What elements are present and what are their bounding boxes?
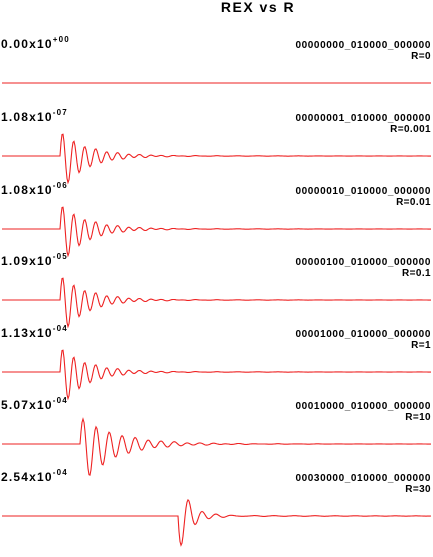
trace-code-label: 00001000_010000_000000 xyxy=(295,329,431,340)
trace-peak-label: 1.13x10-04 xyxy=(1,324,68,340)
trace-code-label: 00000010_010000_000000 xyxy=(295,186,431,197)
trace-r-label: R=0.1 xyxy=(402,268,431,279)
trace-peak-label: 0.00x10+00 xyxy=(1,35,70,51)
peak-mantissa: 5.07x10 xyxy=(1,398,53,412)
trace-r-label: R=0.01 xyxy=(396,197,431,208)
trace-line xyxy=(2,206,431,258)
peak-exponent: -06 xyxy=(53,181,68,190)
trace-code-label: 00010000_010000_000000 xyxy=(295,401,431,412)
peak-mantissa: 1.09x10 xyxy=(1,254,53,268)
peak-mantissa: 1.08x10 xyxy=(1,110,53,124)
trace-r-label: R=0 xyxy=(411,51,431,62)
trace-code-label: 00000100_010000_000000 xyxy=(295,257,431,268)
peak-mantissa: 2.54x10 xyxy=(1,470,53,484)
trace-r-label: R=1 xyxy=(411,340,431,351)
trace-peak-label: 1.09x10-05 xyxy=(1,252,68,268)
trace-line xyxy=(2,498,432,547)
peak-exponent: -07 xyxy=(53,108,68,117)
trace-peak-label: 5.07x10-04 xyxy=(1,396,68,412)
peak-exponent: -04 xyxy=(53,396,68,405)
trace-peak-label: 1.08x10-06 xyxy=(1,181,68,197)
trace-peak-label: 2.54x10-04 xyxy=(1,468,68,484)
trace-r-label: R=10 xyxy=(405,412,431,423)
peak-exponent: -05 xyxy=(53,252,68,261)
chart-title: REX vs R xyxy=(221,0,295,15)
trace-code-label: 00030000_010000_000000 xyxy=(295,473,431,484)
trace-line xyxy=(2,349,431,401)
peak-mantissa: 1.13x10 xyxy=(1,326,53,340)
trace-peak-label: 1.08x10-07 xyxy=(1,108,68,124)
peak-exponent: -04 xyxy=(53,324,68,333)
peak-exponent: +00 xyxy=(53,35,70,44)
trace-code-label: 00000000_010000_000000 xyxy=(295,40,431,51)
trace-line xyxy=(2,133,431,185)
trace-line xyxy=(2,277,431,329)
peak-mantissa: 0.00x10 xyxy=(1,37,53,51)
peak-mantissa: 1.08x10 xyxy=(1,183,53,197)
peak-exponent: -04 xyxy=(53,468,68,477)
trace-r-label: R=30 xyxy=(405,484,431,495)
trace-code-label: 00000001_010000_000000 xyxy=(295,113,431,124)
trace-line xyxy=(2,417,431,476)
trace-r-label: R=0.001 xyxy=(390,124,431,135)
